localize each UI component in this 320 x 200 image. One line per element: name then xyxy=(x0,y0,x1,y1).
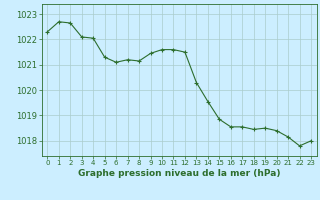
X-axis label: Graphe pression niveau de la mer (hPa): Graphe pression niveau de la mer (hPa) xyxy=(78,169,280,178)
